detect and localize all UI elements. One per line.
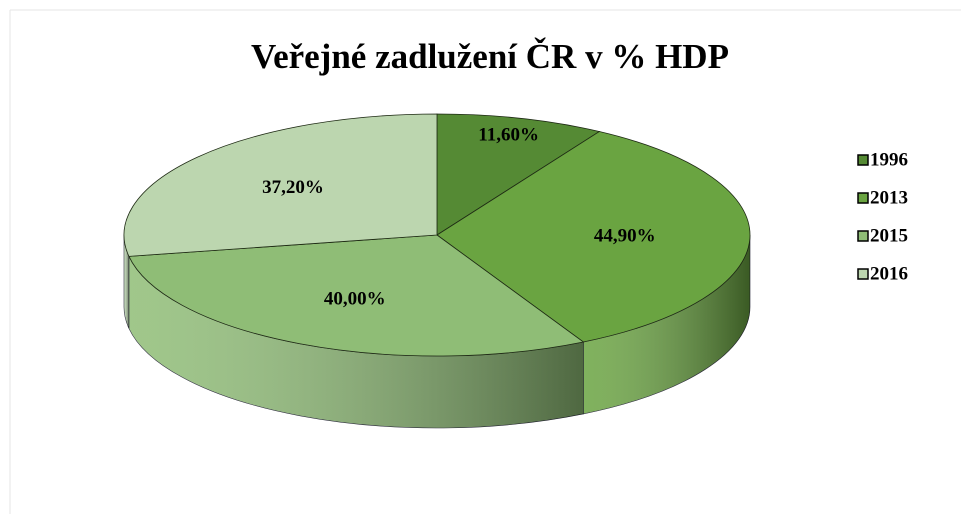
- slice: [436, 113, 601, 236]
- pie-sides: [123, 234, 751, 429]
- legend-swatch: [857, 268, 869, 280]
- slice-side-shade: [124, 235, 129, 329]
- slice-side-shade: [128, 256, 584, 428]
- slice-side-shade: [583, 235, 750, 414]
- data-label: 40,00%: [324, 289, 386, 310]
- legend-swatch: [857, 192, 869, 204]
- legend-swatch: [857, 154, 869, 166]
- data-labels: 11,60% 44,90% 40,00% 37,20%: [262, 124, 656, 309]
- pie-tops: [123, 113, 751, 357]
- slice: [128, 234, 585, 357]
- legend: 1996 2013 2015 2016: [857, 149, 908, 284]
- slice: [123, 113, 438, 257]
- data-label: 37,20%: [262, 177, 324, 198]
- data-label: 11,60%: [478, 124, 539, 145]
- legend-label: 1996: [870, 149, 908, 170]
- legend-label: 2016: [870, 263, 908, 284]
- legend-label: 2015: [870, 225, 908, 246]
- legend-label: 2013: [870, 187, 908, 208]
- chart-title: Veřejné zadlužení ČR v % HDP: [251, 36, 729, 76]
- legend-swatch: [857, 230, 869, 242]
- data-label: 44,90%: [594, 225, 656, 246]
- slice: [436, 131, 751, 343]
